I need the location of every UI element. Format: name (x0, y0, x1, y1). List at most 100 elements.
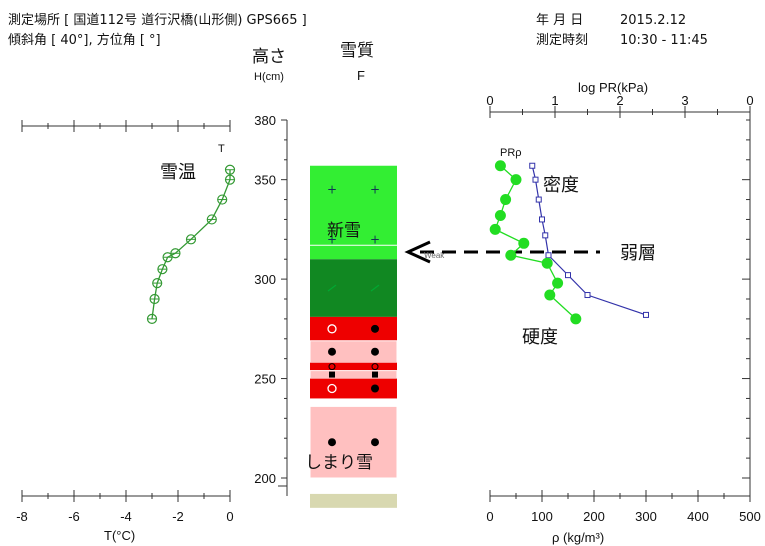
layer-symbol (328, 438, 336, 447)
temp-point (162, 252, 173, 263)
temp-point (149, 293, 160, 305)
density-title: 密度 (543, 175, 579, 196)
log-tick-label: 1 (551, 93, 558, 108)
layer-symbol (371, 363, 379, 371)
layer-symbol (372, 371, 378, 378)
temp-tick-label: -4 (120, 509, 132, 524)
date-value: 2015.2.12 (620, 13, 686, 28)
temp-point (206, 214, 217, 225)
hardness-point (542, 232, 549, 239)
layer-symbol (371, 324, 379, 333)
temp-point (185, 234, 197, 245)
density-point (518, 237, 530, 249)
height-tick-label: 380 (254, 113, 276, 128)
snow-column: 200 250 300 350 380 + + + + 新雪 しまり雪 (254, 113, 398, 508)
layer-dark_layer (310, 259, 397, 317)
density-point (494, 160, 506, 172)
temp-point (217, 194, 228, 205)
rho-tick-label: 0 (486, 509, 493, 524)
compact-snow-label: しまり雪 (305, 453, 373, 473)
layer-symbol: + (327, 183, 337, 197)
hardness-point (532, 176, 539, 183)
date-label: 年 月 日 (536, 13, 583, 28)
temp-tick-label: -2 (172, 509, 184, 524)
hardness-point (535, 196, 542, 203)
layer-pink_layer (309, 340, 398, 364)
temp-point (157, 264, 168, 275)
hardness-point (584, 292, 591, 299)
density-point (505, 249, 517, 261)
layer-new_snow (310, 165, 397, 260)
layer-symbol (371, 384, 379, 393)
temp-point (146, 313, 158, 324)
weak-layer-label: 弱層 (620, 243, 656, 264)
layer-symbol (327, 284, 337, 292)
new-snow-label: 新雪 (327, 221, 361, 241)
temp-tick-label: 0 (226, 509, 233, 524)
site-text: 測定場所 [ 国道112号 道行沢橋(山形側) GPS665 ] (8, 13, 307, 28)
hardness-point (565, 272, 571, 279)
log-tick-label: 3 (681, 93, 688, 108)
height-title: 高さ (252, 47, 286, 67)
log-tick-label: 0 (746, 93, 753, 108)
density-point (552, 277, 564, 289)
layer-red_layer (310, 362, 397, 371)
density-hardness-chart: 0 100 200 300 400 500 0 1 2 3 0 PRρ 密度 硬度 ρ (kg/m… (486, 93, 760, 545)
density-point (570, 313, 582, 325)
rho-tick-label: 500 (739, 509, 761, 524)
layer-symbol (371, 438, 379, 447)
temp-point (224, 164, 236, 175)
layer-red_layer (310, 316, 397, 341)
density-point (489, 223, 501, 235)
time-label: 測定時刻 (536, 33, 588, 48)
hardness-code: F (357, 68, 365, 83)
height-tick-label: 300 (254, 272, 276, 287)
layer-symbol (329, 371, 335, 378)
height-tick-label: 250 (254, 372, 276, 387)
layer-symbol: + (327, 232, 337, 246)
rho-tick-label: 200 (583, 509, 605, 524)
hardness-title: 硬度 (522, 327, 558, 348)
temp-T-label: T (218, 143, 225, 155)
layer-symbol (328, 363, 336, 371)
hardness-point (545, 252, 552, 259)
layer-pink_layer (309, 370, 398, 380)
temperature-chart: -8 -6 -4 -2 0 雪温 T T(°C) (16, 120, 236, 543)
quality-title: 雪質 (340, 41, 374, 61)
height-unit: H(cm) (254, 71, 284, 83)
time-value: 10:30 - 11:45 (620, 33, 708, 48)
rho-tick-label: 100 (531, 509, 553, 524)
height-tick-label: 350 (254, 173, 276, 188)
layer-pink_layer (309, 405, 398, 479)
density-point (494, 209, 506, 221)
layer-symbol (328, 347, 336, 356)
weak-layer-annotation: 弱層 Weak (404, 240, 656, 264)
hardness-point (643, 311, 649, 318)
temp-point (170, 248, 181, 259)
layer-symbol: + (370, 232, 380, 246)
layer-symbol: + (370, 183, 380, 197)
height-tick-label: 200 (254, 471, 276, 486)
hardness-point (539, 216, 545, 223)
temp-tick-label: -8 (16, 509, 28, 524)
temp-title: 雪温 (160, 162, 196, 183)
rho-tick-label: 400 (687, 509, 709, 524)
layer-symbol (371, 347, 379, 356)
layer-symbol (327, 383, 337, 394)
density-point (544, 289, 556, 301)
density-point (510, 174, 522, 186)
hardness-point (529, 162, 536, 169)
weak-small-label: Weak (424, 251, 445, 260)
angle-text: 傾斜角 [ 40°], 方位角 [ °] (8, 32, 161, 48)
layer-symbol (327, 324, 337, 334)
temp-point (224, 174, 236, 185)
layer-ground (310, 493, 397, 508)
log-tick-label: 0 (486, 93, 493, 108)
layer-red_layer (310, 378, 397, 399)
log-tick-label: 2 (616, 93, 623, 108)
layer-symbol (370, 284, 380, 292)
pr-marker-label: PRρ (500, 147, 522, 159)
temp-axis-label: T(°C) (104, 528, 135, 543)
density-point (500, 194, 512, 206)
